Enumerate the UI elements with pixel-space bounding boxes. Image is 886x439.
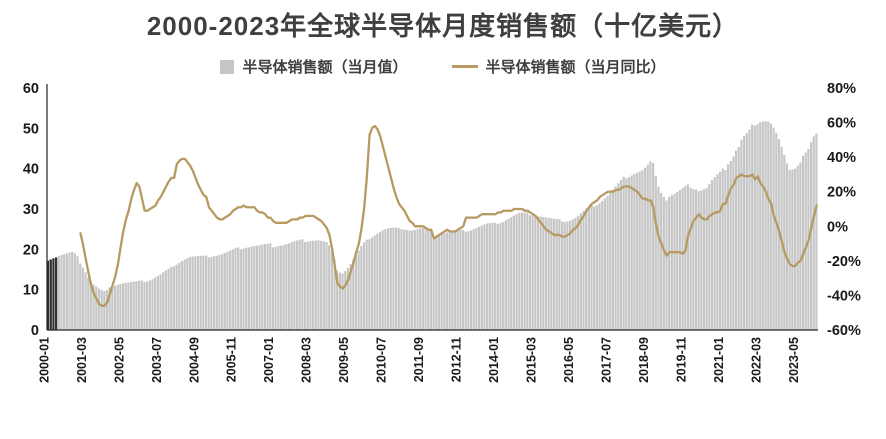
svg-text:2005-11: 2005-11 [225, 337, 239, 382]
svg-text:2021-01: 2021-01 [712, 337, 726, 383]
svg-text:2015-03: 2015-03 [525, 337, 539, 383]
svg-text:80%: 80% [827, 81, 856, 97]
svg-text:40%: 40% [827, 150, 856, 166]
legend-label-monthly-sales: 半导体销售额（当月值） [242, 59, 408, 76]
svg-text:0%: 0% [827, 219, 848, 235]
svg-text:2018-09: 2018-09 [637, 337, 651, 383]
chart-legend: 半导体销售额（当月值） 半导体销售额（当月同比） [0, 56, 886, 77]
legend-item-yoy: 半导体销售额（当月同比） [451, 56, 666, 77]
legend-item-monthly-sales: 半导体销售额（当月值） [220, 56, 408, 77]
svg-text:10: 10 [23, 283, 39, 299]
svg-text:2010-07: 2010-07 [375, 337, 389, 383]
yoy-line [79, 124, 818, 307]
svg-text:2008-03: 2008-03 [300, 337, 314, 383]
line-swatch-icon [451, 65, 478, 68]
svg-text:30: 30 [23, 202, 39, 218]
svg-text:2011-09: 2011-09 [412, 337, 426, 382]
svg-text:-20%: -20% [827, 254, 861, 270]
svg-text:2019-11: 2019-11 [675, 337, 689, 382]
svg-text:2016-05: 2016-05 [562, 337, 576, 383]
svg-text:60%: 60% [827, 116, 856, 132]
svg-text:20: 20 [23, 242, 39, 258]
y-axis-right-labels: 80% 60% 40% 20% 0% -20% -40% -60% [827, 81, 861, 339]
svg-text:50: 50 [23, 121, 39, 137]
svg-text:-60%: -60% [827, 323, 861, 339]
legend-label-yoy: 半导体销售额（当月同比） [485, 59, 666, 76]
svg-text:2022-03: 2022-03 [749, 337, 763, 383]
svg-text:0: 0 [31, 323, 39, 339]
svg-text:20%: 20% [827, 185, 856, 201]
svg-text:2002-05: 2002-05 [112, 337, 126, 383]
x-axis-labels: 2000-01 2001-03 2002-05 2003-07 2004-09 2005-… [37, 337, 801, 383]
svg-text:2017-07: 2017-07 [600, 337, 614, 383]
svg-text:40: 40 [23, 162, 39, 178]
svg-text:2007-01: 2007-01 [262, 337, 276, 383]
svg-text:2014-01: 2014-01 [487, 337, 501, 383]
svg-text:2012-11: 2012-11 [450, 337, 464, 382]
svg-text:2003-07: 2003-07 [150, 337, 164, 383]
svg-text:-40%: -40% [827, 288, 861, 304]
svg-text:60: 60 [23, 81, 39, 97]
chart-title: 2000-2023年全球半导体月度销售额（十亿美元） [146, 11, 740, 41]
bar-swatch-icon [220, 59, 235, 74]
svg-text:2001-03: 2001-03 [75, 337, 89, 383]
bars-series [47, 121, 818, 331]
svg-text:2023-05: 2023-05 [787, 337, 801, 383]
axis-lines [46, 84, 818, 331]
y-axis-left-labels: 0 10 20 30 40 50 60 [23, 81, 39, 339]
svg-text:2009-05: 2009-05 [337, 337, 351, 383]
svg-text:2000-01: 2000-01 [37, 337, 51, 383]
svg-text:2004-09: 2004-09 [187, 337, 201, 383]
